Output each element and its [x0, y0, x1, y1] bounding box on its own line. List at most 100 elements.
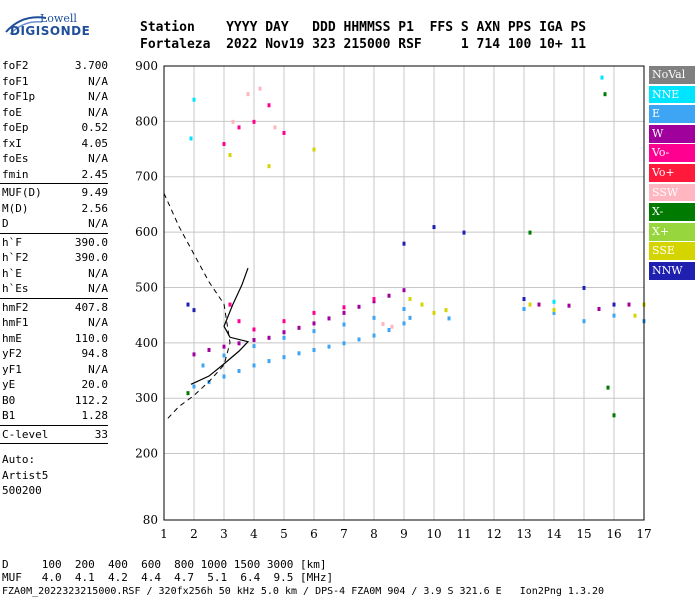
separator — [0, 232, 108, 234]
muf-row: MUF 4.0 4.1 4.2 4.4 4.7 5.1 6.4 9.5 [MHz… — [2, 571, 334, 584]
param-name: M(D) — [2, 201, 29, 215]
param-value: 33 — [94, 427, 108, 441]
echo-point — [372, 299, 376, 304]
param-value: N/A — [88, 152, 108, 165]
echo-point — [342, 322, 346, 327]
param-name: h`E — [2, 266, 22, 280]
param-row: hmF2 407.8 — [0, 300, 112, 316]
legend-item: X+ — [649, 222, 695, 241]
echo-point — [357, 337, 361, 342]
echo-point — [612, 302, 616, 307]
echo-point — [372, 315, 376, 320]
echo-point — [402, 288, 406, 293]
param-value: N/A — [88, 90, 108, 103]
echo-point — [372, 333, 376, 338]
echo-point — [327, 316, 331, 321]
legend-item: W — [649, 124, 695, 143]
echo-point — [390, 324, 394, 329]
param-name: fxI — [2, 136, 22, 150]
header-labels: Station YYYY DAY DDD HHMMSS P1 FFS S AXN… — [140, 20, 587, 35]
separator — [0, 443, 108, 444]
echo-point — [282, 330, 286, 335]
param-value: 2.56 — [81, 201, 109, 215]
param-name: h`F — [2, 235, 22, 249]
echo-point — [312, 321, 316, 326]
echo-point — [420, 302, 424, 307]
param-value: 0.52 — [81, 121, 109, 134]
x-tick-label: 16 — [606, 527, 621, 541]
x-tick-label: 8 — [370, 527, 378, 541]
echo-point — [582, 319, 586, 324]
param-value: 390.0 — [74, 251, 108, 264]
param-name: B0 — [2, 393, 16, 407]
x-tick-label: 9 — [400, 527, 408, 541]
legend-item: NNW — [649, 261, 695, 280]
x-tick-label: 15 — [576, 527, 591, 541]
echo-point — [297, 351, 301, 356]
echo-point — [612, 413, 616, 418]
echo-point — [282, 319, 286, 324]
echo-point — [186, 302, 190, 307]
y-tick-label: 80 — [143, 513, 158, 527]
echo-point — [597, 307, 601, 312]
echo-point — [222, 142, 226, 147]
echo-point — [222, 344, 226, 349]
echo-point — [258, 86, 262, 91]
echo-point — [402, 321, 406, 326]
echo-point — [201, 363, 205, 368]
echo-point — [582, 285, 586, 290]
echo-point — [252, 119, 256, 124]
echo-point — [603, 92, 607, 97]
echo-point — [372, 297, 376, 302]
echo-point — [237, 341, 241, 346]
y-tick-label: 700 — [135, 170, 158, 184]
echo-point — [222, 374, 226, 379]
param-group-2: h`F 390.0 h`F2 390.0 h`E N/A h`Es N/A — [0, 235, 112, 297]
echo-point — [522, 297, 526, 302]
param-row: hmE 110.0 — [0, 331, 112, 347]
legend-item: E — [649, 105, 695, 123]
legend-item: Vo+ — [649, 163, 695, 182]
param-row: h`E N/A — [0, 266, 112, 282]
echo-point — [387, 328, 391, 333]
logo-text-lowell: Lowell — [40, 12, 77, 25]
param-name: yE — [2, 378, 16, 391]
x-tick-label: 4 — [250, 527, 258, 541]
param-group-0: foF2 3.700 foF1 N/A foF1p N/A foE N/A foEp 0.52 fx… — [0, 58, 112, 182]
echo-point — [408, 315, 412, 320]
x-tick-label: 7 — [340, 527, 348, 541]
param-row: MUF(D) 9.49 — [0, 185, 112, 201]
param-name: yF2 — [2, 347, 22, 360]
echo-point — [297, 325, 301, 330]
param-value: N/A — [88, 362, 108, 376]
y-tick-label: 600 — [135, 225, 158, 239]
echo-point — [342, 305, 346, 310]
echo-point — [537, 302, 541, 307]
param-value: 3.700 — [74, 59, 108, 72]
param-name: hmE — [2, 331, 22, 345]
echo-point — [237, 319, 241, 324]
param-value: 110.0 — [74, 331, 108, 345]
y-tick-label: 500 — [135, 280, 158, 294]
param-value: 1.28 — [81, 409, 109, 422]
param-name: foF1 — [2, 74, 29, 88]
echo-point — [237, 369, 241, 374]
param-row: h`F2 390.0 — [0, 250, 112, 266]
echo-point — [273, 125, 277, 130]
param-value: N/A — [88, 266, 108, 280]
param-name: foF1p — [2, 90, 36, 103]
param-row: fxI 4.05 — [0, 136, 112, 152]
echo-point — [528, 230, 532, 235]
echo-point — [312, 347, 316, 352]
param-value: 94.8 — [81, 347, 109, 360]
echo-point — [237, 125, 241, 130]
plot-frame — [163, 65, 645, 521]
echo-point — [267, 335, 271, 340]
echo-point — [402, 241, 406, 246]
x-tick-label: 1 — [160, 527, 168, 541]
echo-point — [552, 299, 556, 304]
logo-text-digisonde: DIGISONDE — [10, 24, 91, 38]
echo-point — [252, 344, 256, 349]
legend-item: Vo- — [649, 144, 695, 163]
